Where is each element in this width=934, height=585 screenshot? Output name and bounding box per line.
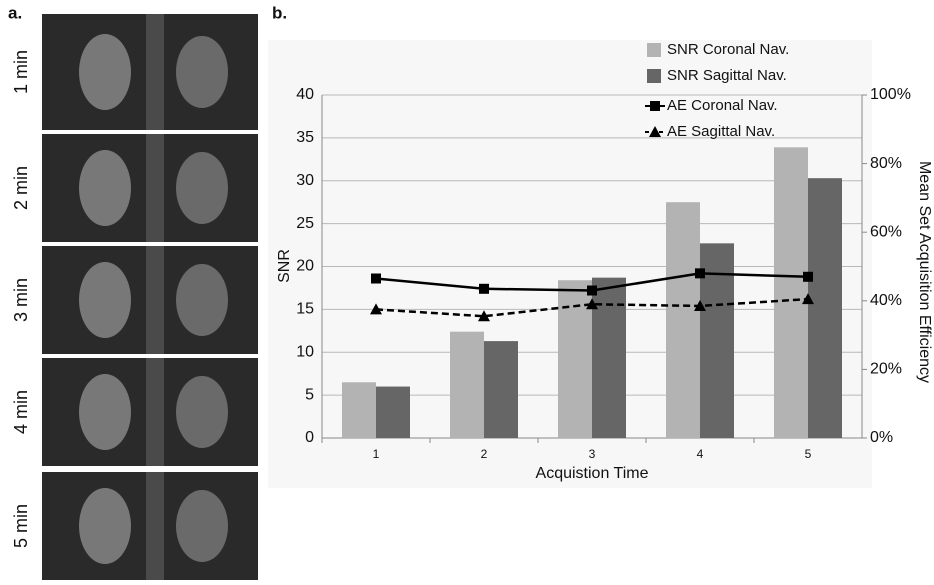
legend-label: SNR Sagittal Nav. [667, 67, 787, 84]
x-tick-label: 1 [373, 447, 380, 461]
y2-tick-label: 20% [870, 361, 902, 378]
x-axis-title: Acquistion Time [536, 465, 649, 482]
panel-label: a. [8, 3, 22, 22]
marker [694, 299, 706, 311]
y2-tick-label: 100% [870, 86, 911, 103]
y-tick-label: 0 [305, 429, 314, 446]
bar [450, 331, 484, 438]
kidney-shape [176, 36, 228, 108]
x-tick-label: 4 [697, 447, 704, 461]
y-tick-label: 15 [296, 301, 314, 318]
y-tick-label: 30 [296, 172, 314, 189]
image-label: 2 min [11, 166, 31, 210]
bar [808, 178, 842, 439]
legend-label: SNR Coronal Nav. [667, 41, 789, 58]
kidney-shape [79, 374, 131, 450]
kidney-shape [176, 376, 228, 448]
spine-shape [146, 134, 164, 242]
legend-label: AE Coronal Nav. [667, 97, 778, 114]
marker [802, 293, 814, 305]
marker [371, 273, 381, 284]
y-tick-label: 40 [296, 86, 314, 103]
panel-label: b. [272, 3, 287, 22]
kidney-shape [176, 152, 228, 224]
y2-tick-label: 60% [870, 223, 902, 240]
image-label: 5 min [11, 504, 31, 548]
legend-swatch [647, 43, 661, 57]
marker [370, 303, 382, 315]
marker [695, 268, 705, 279]
bar [774, 147, 808, 438]
kidney-shape [79, 262, 131, 338]
bar [666, 202, 700, 438]
marker [478, 310, 490, 322]
image-column: 1 min 2 min 3 min 4 min 5 min [11, 14, 258, 580]
x-tick-label: 2 [481, 447, 488, 461]
kidney-shape [79, 488, 131, 564]
y-tick-label: 20 [296, 258, 314, 275]
spine-shape [146, 246, 164, 354]
line-series [375, 297, 809, 318]
y-tick-label: 25 [296, 215, 314, 232]
y2-tick-label: 0% [870, 429, 893, 446]
bar [592, 277, 626, 438]
spine-shape [146, 14, 164, 130]
y-tick-label: 10 [296, 343, 314, 360]
bar [700, 243, 734, 438]
legend-swatch [647, 69, 661, 83]
image-label: 1 min [11, 50, 31, 94]
spine-shape [146, 358, 164, 466]
marker [587, 285, 597, 296]
kidney-shape [176, 264, 228, 336]
kidney-shape [176, 490, 228, 562]
marker [803, 271, 813, 282]
bar [376, 386, 410, 438]
legend-marker [649, 126, 661, 137]
image-label: 3 min [11, 278, 31, 322]
legend-label: AE Sagittal Nav. [667, 123, 775, 140]
marker [586, 298, 598, 310]
legend-marker [650, 101, 660, 111]
y2-axis-title: Mean Set Acquisition Efficiency [916, 161, 933, 383]
marker [479, 283, 489, 294]
x-tick-label: 5 [805, 447, 812, 461]
kidney-shape [79, 150, 131, 226]
y-axis-title: SNR [276, 249, 293, 283]
y-tick-label: 5 [305, 386, 314, 403]
chart: 0 5 10 15 20 25 30 35 40 0% 20% 40% 60% 80% 100% 1 2 3 4 5 S… [276, 41, 933, 482]
spine-shape [146, 472, 164, 580]
y2-tick-label: 80% [870, 155, 902, 172]
bar [484, 341, 518, 438]
x-tick-label: 3 [589, 447, 596, 461]
y2-tick-label: 40% [870, 292, 902, 309]
y-tick-label: 35 [296, 129, 314, 146]
bar [342, 382, 376, 438]
kidney-shape [79, 34, 131, 110]
image-label: 4 min [11, 390, 31, 434]
